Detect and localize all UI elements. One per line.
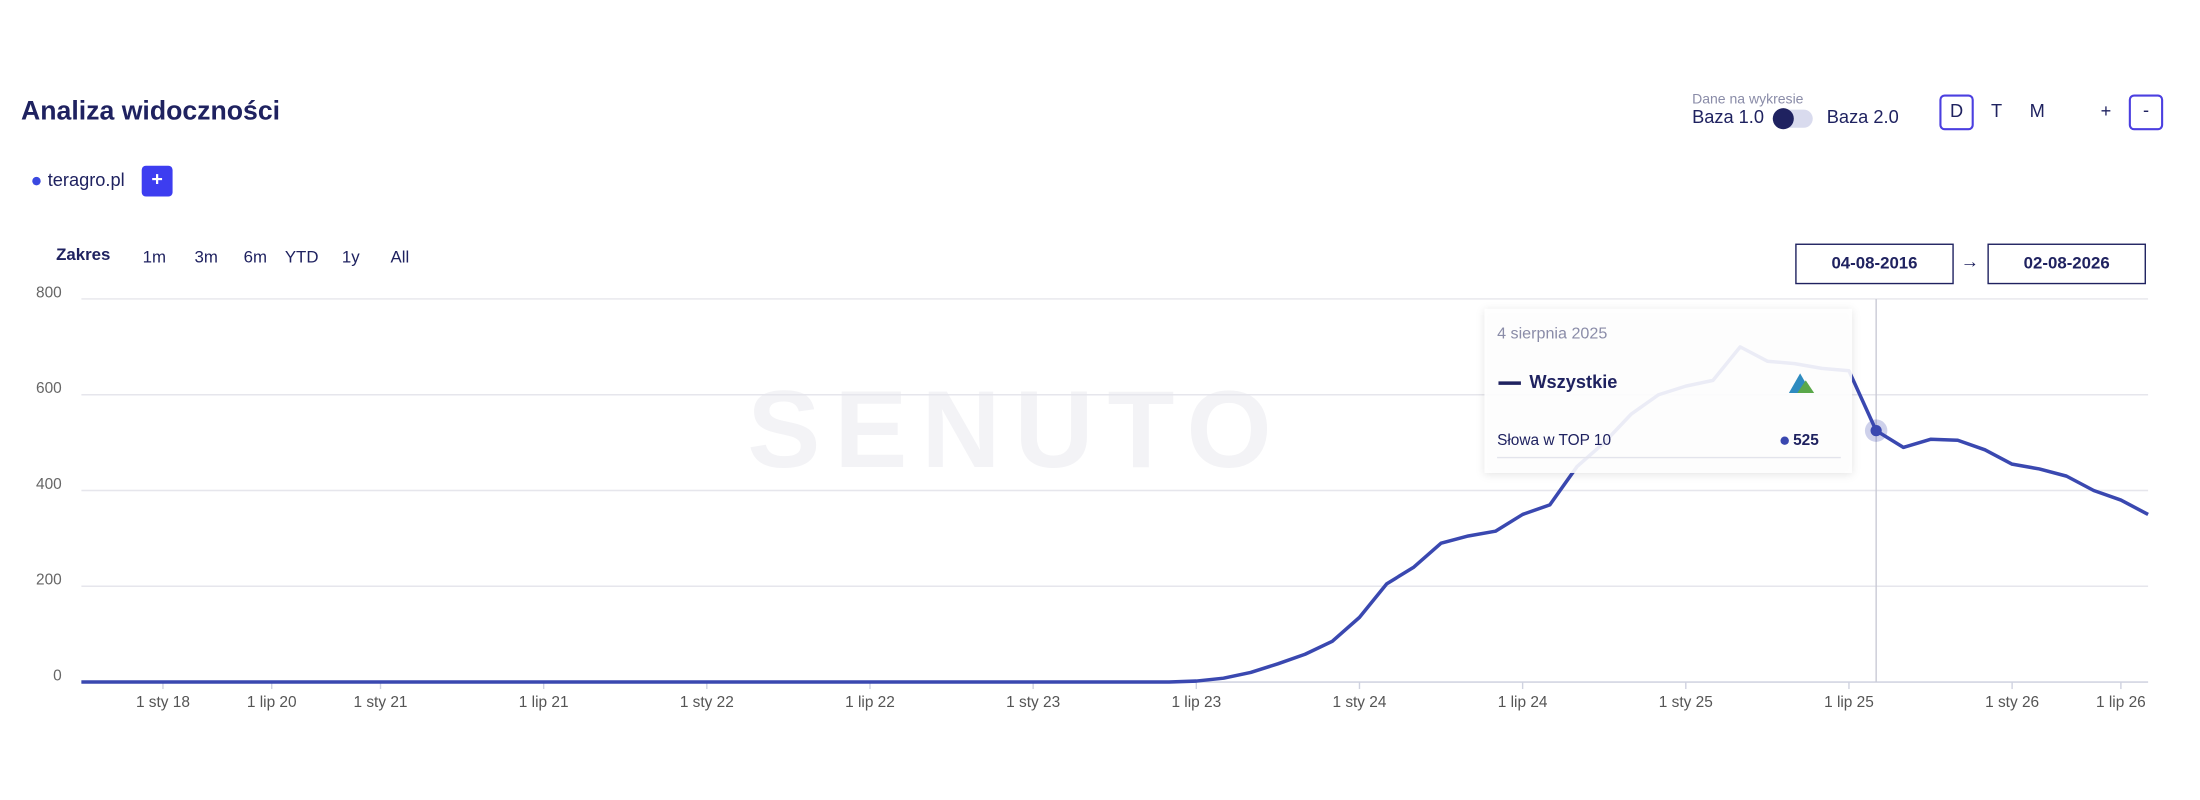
chart: SENUTO 0 200 400 600 800 1 sty 18 1 lip 20 1 sty… (36, 284, 2149, 711)
add-domain-label[interactable]: + (151, 169, 162, 191)
domain-dot (32, 176, 41, 186)
toggle-caption: Dane na wykresie (1692, 90, 1804, 106)
x-tick-label: 1 lip 20 (247, 694, 297, 711)
tooltip-metric-dot (1780, 436, 1789, 445)
range-option[interactable]: YTD (285, 248, 319, 267)
tooltip-group: Wszystkie (1529, 371, 1617, 392)
x-tick-label: 1 sty 26 (1985, 694, 2039, 711)
range-option[interactable]: 1m (143, 248, 166, 267)
x-tick-label: 1 lip 21 (519, 694, 569, 711)
x-tick-label: 1 sty 24 (1332, 694, 1386, 711)
hover-point (1870, 425, 1882, 437)
x-tick-label: 1 lip 23 (1171, 694, 1221, 711)
x-tick-label: 1 sty 18 (136, 694, 190, 711)
x-tick-label: 1 lip 26 (2096, 694, 2146, 711)
x-tick-label: 1 lip 22 (845, 694, 895, 711)
date-to[interactable]: 02-08-2026 (2024, 253, 2110, 272)
toggle-left[interactable]: Baza 1.0 (1692, 106, 1764, 127)
granularity-selected[interactable] (1939, 94, 1974, 131)
domain-chip[interactable]: teragro.pl (48, 169, 125, 190)
date-arrow: → (1961, 250, 1979, 271)
y-tick-label: 800 (36, 284, 62, 301)
range-option[interactable]: 1y (342, 248, 360, 267)
zoom-in[interactable]: + (2101, 100, 2112, 121)
y-tick-label: 400 (36, 476, 62, 493)
toggle-knob[interactable] (1772, 108, 1794, 130)
x-tick-label: 1 sty 21 (353, 694, 407, 711)
x-tick-label: 1 sty 23 (1006, 694, 1060, 711)
range-label: Zakres (56, 245, 110, 264)
x-tick-label: 1 sty 22 (680, 694, 734, 711)
toggle-right[interactable]: Baza 2.0 (1827, 106, 1899, 127)
x-tick-label: 1 lip 24 (1498, 694, 1548, 711)
y-tick-label: 600 (36, 380, 62, 397)
tooltip-value: 525 (1793, 432, 1819, 449)
x-tick-label: 1 sty 25 (1659, 694, 1713, 711)
y-tick-label: 200 (36, 572, 62, 589)
watermark: SENUTO (747, 369, 1285, 491)
date-to-box[interactable] (1987, 243, 2146, 285)
y-tick-label: 0 (53, 667, 62, 684)
granularity-button[interactable]: M (2030, 100, 2045, 121)
zoom-out[interactable]: - (2143, 99, 2149, 120)
tooltip-icon-accent (1797, 380, 1815, 393)
tooltip-metric: Słowa w TOP 10 (1497, 432, 1611, 449)
range-option[interactable]: All (391, 248, 410, 267)
range-options: 1m 3m 6m YTD 1y All (143, 248, 410, 267)
tooltip-date: 4 sierpnia 2025 (1497, 324, 1607, 342)
zoom-out-box[interactable] (2128, 94, 2164, 131)
granularity-button[interactable]: D (1950, 100, 1963, 121)
tooltip: 4 sierpnia 2025 Wszystkie Słowa w TOP 10 52… (1484, 308, 1853, 473)
add-domain[interactable] (141, 165, 173, 197)
date-from-box[interactable] (1795, 243, 1954, 285)
range-option[interactable]: 3m (195, 248, 218, 267)
granularity-button[interactable]: T (1991, 100, 2002, 121)
date-from[interactable]: 04-08-2016 (1831, 253, 1917, 272)
page-title: Analiza widoczności (21, 95, 280, 125)
range-option[interactable]: 6m (244, 248, 267, 267)
x-tick-label: 1 lip 25 (1824, 694, 1874, 711)
